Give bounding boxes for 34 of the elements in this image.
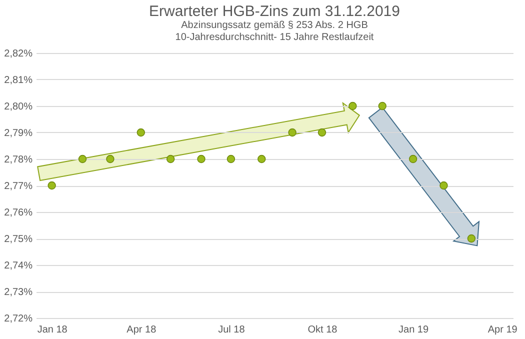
y-tick-label: 2,74% <box>4 260 33 272</box>
y-tick-label: 2,78% <box>4 154 33 166</box>
point <box>48 181 56 190</box>
y-tick-label: 2,81% <box>4 75 33 86</box>
point <box>166 154 175 164</box>
point <box>348 102 357 110</box>
point <box>440 181 448 190</box>
x-tick-label: Jan 19 <box>398 324 429 336</box>
point <box>106 154 114 164</box>
x-tick-label: Apr 19 <box>488 324 518 336</box>
y-tick-label: 2,79% <box>4 128 33 139</box>
chart-subtitle: Abzinsungssatz gemäß § 253 Abs. 2 HGB 10-Jahresdurchschnitt- 15 Jahre Restlaufzeit <box>175 20 374 43</box>
x-tick-label: Apr 18 <box>126 324 157 336</box>
point <box>197 154 206 164</box>
point <box>78 154 87 164</box>
point <box>136 128 146 137</box>
y-tick-label: 2,80% <box>4 102 33 112</box>
y-tick-label: 2,72% <box>4 314 33 324</box>
y-tick-label: 2,76% <box>4 208 33 218</box>
chart-title: Erwarteter HGB-Zins zum 31.12.2019 <box>149 3 400 20</box>
x-tick-label: Jan 18 <box>37 324 68 336</box>
point <box>408 154 418 164</box>
y-tick-label: 2,73% <box>4 287 33 298</box>
point <box>318 128 326 137</box>
y-tick-label: 2,77% <box>4 181 33 192</box>
y-tick-label: 2,82% <box>4 48 33 60</box>
x-tick-label: Okt 18 <box>308 324 338 336</box>
point <box>378 102 386 110</box>
point <box>226 154 236 164</box>
point <box>258 154 266 164</box>
point <box>288 128 296 137</box>
x-tick-label: Jul 18 <box>218 324 246 336</box>
point <box>467 234 476 243</box>
y-tick-label: 2,75% <box>4 234 33 245</box>
